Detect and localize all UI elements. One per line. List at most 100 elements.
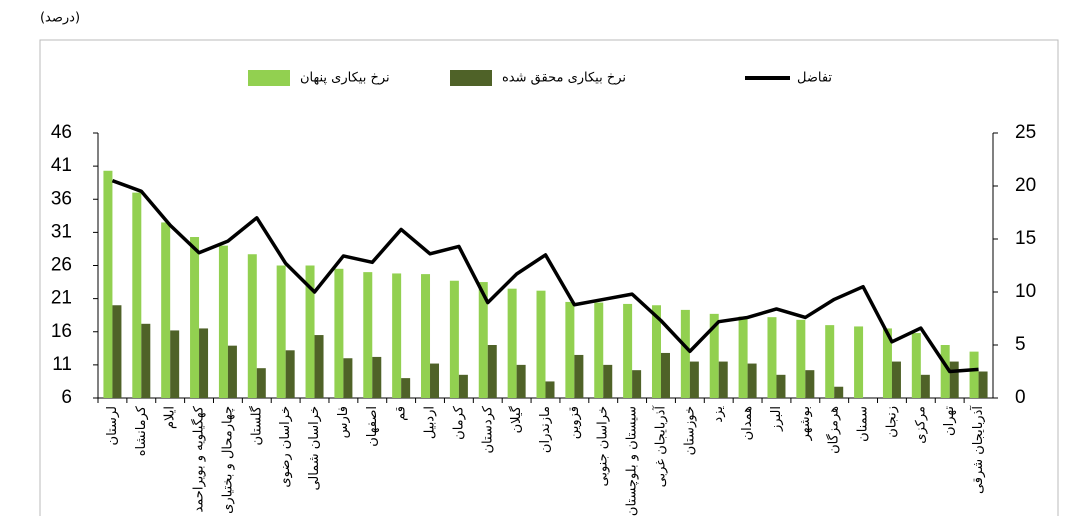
legend-label: نرخ بیکاری محقق شده	[502, 71, 626, 86]
x-tick-label: قم	[394, 406, 409, 421]
x-tick-label: مازندران	[538, 406, 553, 453]
bar	[161, 222, 171, 398]
unit-label: (درصد)	[40, 11, 80, 26]
bar	[834, 386, 844, 398]
bar	[256, 368, 266, 398]
bar	[738, 316, 748, 398]
bar	[632, 370, 642, 398]
y-tick-label: 21	[51, 288, 72, 309]
bar	[747, 363, 757, 398]
bar	[190, 237, 200, 398]
bar	[247, 254, 257, 398]
x-tick-label: هرمزگان	[826, 406, 842, 454]
bar	[372, 356, 382, 398]
bar	[305, 265, 315, 398]
x-tick-label: مرکزی	[913, 406, 928, 444]
bar	[796, 319, 806, 398]
bar	[911, 333, 921, 398]
bar	[285, 350, 295, 398]
x-tick-label: همدان	[740, 406, 755, 440]
y-tick-label: 26	[51, 255, 72, 276]
y2-tick-label: 25	[1015, 122, 1036, 143]
y2-tick-label: 20	[1015, 175, 1036, 196]
x-tick-label: سیستان و بلوچستان	[625, 406, 640, 516]
bar	[709, 313, 719, 398]
bar	[392, 273, 402, 398]
bar	[507, 288, 517, 398]
bar	[458, 374, 468, 398]
x-tick-label: آذربایجان شرقی	[969, 405, 986, 494]
bar	[767, 317, 777, 398]
bar	[516, 364, 526, 398]
bar	[487, 345, 497, 398]
bar	[594, 302, 604, 398]
bar	[978, 371, 988, 398]
bar	[623, 303, 633, 398]
legend-swatch	[248, 70, 290, 86]
y2-tick-label: 10	[1015, 281, 1036, 302]
bar	[660, 352, 670, 398]
bar	[536, 290, 546, 398]
bar	[112, 305, 122, 398]
y2-tick-label: 5	[1015, 334, 1026, 355]
x-tick-label: خوزستان	[682, 406, 697, 455]
bar	[969, 351, 979, 398]
x-tick-label: اصفهان	[365, 406, 380, 447]
bar	[170, 330, 180, 398]
bar	[882, 328, 892, 398]
x-tick-label: گیلان	[508, 405, 524, 433]
bar	[574, 354, 584, 398]
bar	[478, 282, 488, 398]
x-tick-label: تهران	[942, 406, 957, 436]
x-tick-label: ایلام	[163, 406, 178, 429]
y2-tick-label: 15	[1015, 228, 1036, 249]
bar	[565, 301, 575, 398]
bar	[334, 268, 344, 398]
bar	[141, 323, 151, 398]
bar	[227, 345, 237, 398]
x-tick-label: خراسان شمالی	[307, 406, 322, 491]
y-tick-label: 11	[52, 354, 72, 375]
bar	[825, 325, 835, 398]
y-tick-label: 6	[61, 387, 72, 408]
x-tick-label: لرستان	[105, 406, 120, 445]
bar	[401, 378, 411, 398]
x-tick-label: خراسان رضوی	[278, 406, 293, 488]
bar	[343, 358, 353, 398]
legend-label: تفاضل	[797, 71, 832, 86]
y-tick-label: 31	[51, 221, 72, 242]
bar	[940, 345, 950, 398]
x-tick-label: سمنان	[856, 406, 871, 442]
legend-label: نرخ بیکاری پنهان	[300, 71, 390, 86]
y-tick-label: 46	[51, 122, 72, 143]
x-tick-label: یزد	[711, 406, 726, 423]
bar	[314, 335, 324, 398]
y-tick-label: 36	[51, 188, 72, 209]
bar	[449, 280, 459, 398]
x-tick-label: بوشهر	[798, 406, 813, 441]
bar	[689, 361, 699, 398]
bar	[103, 170, 113, 398]
x-tick-label: چهارمحال و بختیاری	[220, 406, 235, 514]
bar	[430, 363, 440, 398]
bar	[949, 361, 959, 398]
bar	[276, 265, 286, 398]
x-tick-label: اردبیل	[423, 406, 438, 439]
x-tick-label: کرمان	[451, 405, 466, 440]
bar	[718, 361, 728, 398]
y-tick-label: 16	[51, 321, 72, 342]
x-tick-label: فارس	[336, 406, 351, 438]
bar	[680, 309, 690, 398]
bar	[891, 361, 901, 398]
bar	[199, 328, 209, 398]
x-tick-label: زنجان	[884, 406, 899, 438]
chart-frame	[39, 39, 1059, 520]
x-tick-label: کهگیلویه و بویراحمد	[191, 405, 207, 512]
x-tick-label: البرز	[769, 406, 784, 432]
x-tick-label: کردستان	[480, 405, 495, 453]
bar	[363, 272, 373, 398]
bar	[805, 370, 815, 398]
line-series	[111, 179, 979, 374]
bar	[545, 381, 555, 398]
